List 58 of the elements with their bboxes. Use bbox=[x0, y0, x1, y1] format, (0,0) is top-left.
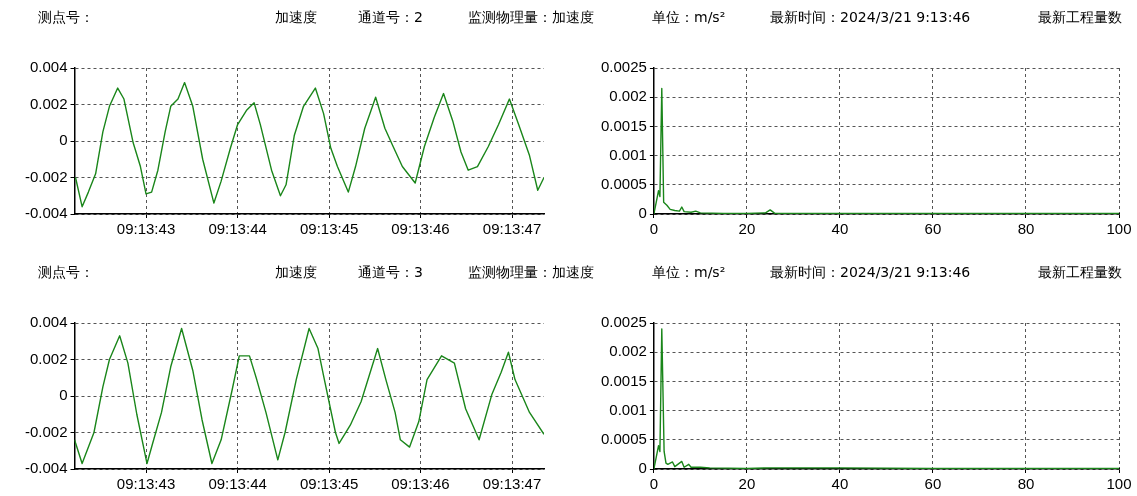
y-tick-label: 0 bbox=[59, 131, 68, 149]
text: 最新工程量数 bbox=[1038, 264, 1122, 282]
text: 单位：m/s² bbox=[652, 9, 726, 27]
text: 测点号： bbox=[38, 264, 94, 282]
y-tick-label: 0.002 bbox=[609, 87, 647, 105]
y-tick-label: -0.002 bbox=[24, 422, 68, 440]
x-tick-label: 09:13:46 bbox=[391, 220, 450, 238]
text: 最新时间：2024/3/21 9:13:46 bbox=[770, 264, 971, 282]
x-tick-label: 09:13:43 bbox=[116, 475, 176, 493]
y-tick-label: 0.0025 bbox=[600, 58, 647, 76]
x-tick-label: 60 bbox=[924, 220, 942, 238]
text: 加速度 bbox=[275, 9, 317, 27]
x-tick-label: 09:13:46 bbox=[391, 475, 450, 493]
y-tick-label: -0.004 bbox=[24, 459, 68, 477]
y-tick-label: -0.002 bbox=[24, 167, 68, 185]
y-tick-label: 0.001 bbox=[609, 400, 647, 418]
x-tick-label: 09:13:43 bbox=[116, 220, 176, 238]
y-tick-label: 0.0005 bbox=[600, 174, 647, 192]
y-tick-label: 0.002 bbox=[29, 94, 68, 112]
y-tick-label: 0.0015 bbox=[600, 371, 647, 389]
text: 监测物理量：加速度 bbox=[468, 264, 594, 282]
x-tick-label: 20 bbox=[738, 220, 756, 238]
text: 测点号： bbox=[38, 9, 94, 27]
x-tick-label: 80 bbox=[1017, 220, 1035, 238]
y-tick-label: 0.0005 bbox=[600, 429, 647, 447]
x-tick-label: 09:13:45 bbox=[300, 220, 359, 238]
y-tick-label: -0.004 bbox=[24, 204, 68, 222]
x-tick-label: 60 bbox=[924, 475, 942, 493]
x-tick-label: 09:13:47 bbox=[482, 475, 542, 493]
y-tick-label: 0.0015 bbox=[600, 116, 647, 134]
x-tick-label: 20 bbox=[738, 475, 756, 493]
y-tick-label: 0.002 bbox=[609, 342, 647, 360]
x-tick-label: 100 bbox=[1106, 220, 1132, 238]
y-tick-label: 0 bbox=[59, 386, 68, 404]
x-tick-label: 0 bbox=[649, 475, 659, 493]
y-tick-label: 0.004 bbox=[29, 58, 68, 76]
x-tick-label: 100 bbox=[1106, 475, 1132, 493]
x-tick-label: 09:13:44 bbox=[208, 475, 267, 493]
x-tick-label: 09:13:45 bbox=[300, 475, 359, 493]
y-tick-label: 0 bbox=[638, 459, 647, 477]
text: 加速度 bbox=[275, 264, 317, 282]
x-tick-label: 40 bbox=[831, 475, 849, 493]
text: 单位：m/s² bbox=[652, 264, 726, 282]
text: 最新时间：2024/3/21 9:13:46 bbox=[770, 9, 971, 27]
y-tick-label: 0.002 bbox=[29, 349, 68, 367]
x-tick-label: 40 bbox=[831, 220, 849, 238]
x-tick-label: 0 bbox=[649, 220, 659, 238]
text: 最新工程量数 bbox=[1038, 9, 1122, 27]
text: 监测物理量：加速度 bbox=[468, 9, 594, 27]
x-tick-label: 09:13:44 bbox=[208, 220, 267, 238]
y-tick-label: 0.001 bbox=[609, 145, 647, 163]
y-tick-label: 0.0025 bbox=[600, 313, 647, 331]
y-tick-label: 0.004 bbox=[29, 313, 68, 331]
x-tick-label: 80 bbox=[1017, 475, 1035, 493]
text: 通道号：2 bbox=[358, 9, 423, 27]
y-tick-label: 0 bbox=[638, 204, 647, 222]
text: 通道号：3 bbox=[358, 264, 423, 282]
x-tick-label: 09:13:47 bbox=[482, 220, 542, 238]
